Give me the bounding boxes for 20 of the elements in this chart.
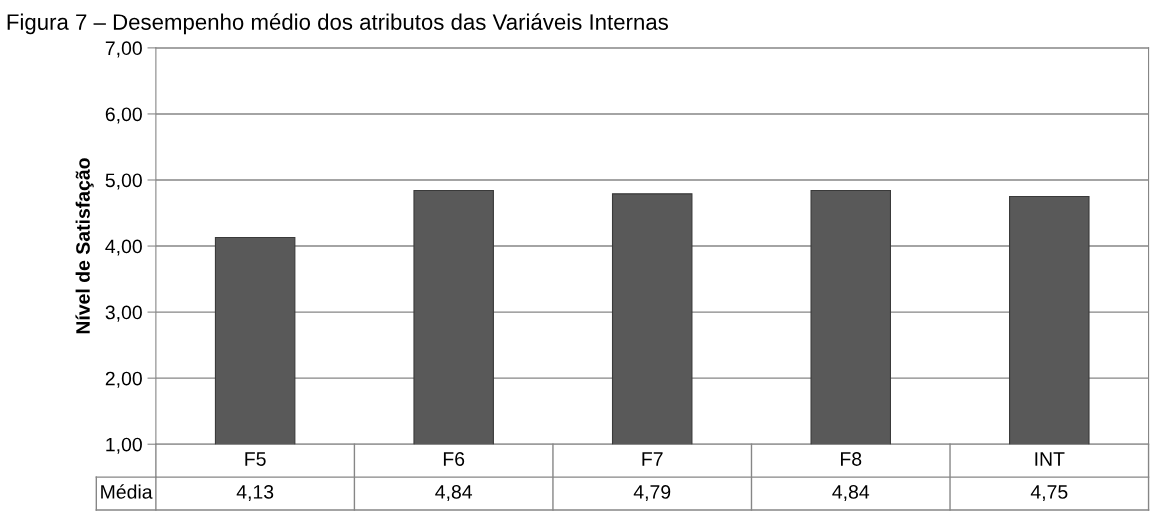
data-label: 4,75 — [1030, 485, 1068, 502]
data-label: 4,84 — [435, 485, 473, 502]
data-label: 4,84 — [832, 485, 870, 502]
y-tick-label: 2,00 — [105, 371, 142, 388]
data-label: 4,79 — [633, 485, 671, 502]
x-tick-label: F5 — [245, 452, 266, 466]
x-tick-label: F6 — [443, 452, 465, 466]
data-label: 4,13 — [236, 485, 274, 502]
y-axis-title: Nível de Satisfação — [75, 158, 94, 334]
x-tick-label: INT — [1035, 452, 1065, 466]
y-tick-label: 3,00 — [105, 305, 142, 322]
y-tick-label: 7,00 — [105, 41, 142, 58]
text: Média — [101, 484, 153, 499]
x-tick-label: F8 — [841, 452, 862, 466]
chart-title: Figura 7 – Desempenho médio dos atributos das Variáveis Internas — [7, 13, 668, 35]
y-tick-label: 4,00 — [105, 239, 142, 256]
x-tick-label: F7 — [642, 452, 663, 466]
y-tick-label: 1,00 — [106, 437, 142, 454]
y-tick-label: 5,00 — [105, 173, 142, 190]
y-tick-label: 6,00 — [105, 107, 142, 124]
